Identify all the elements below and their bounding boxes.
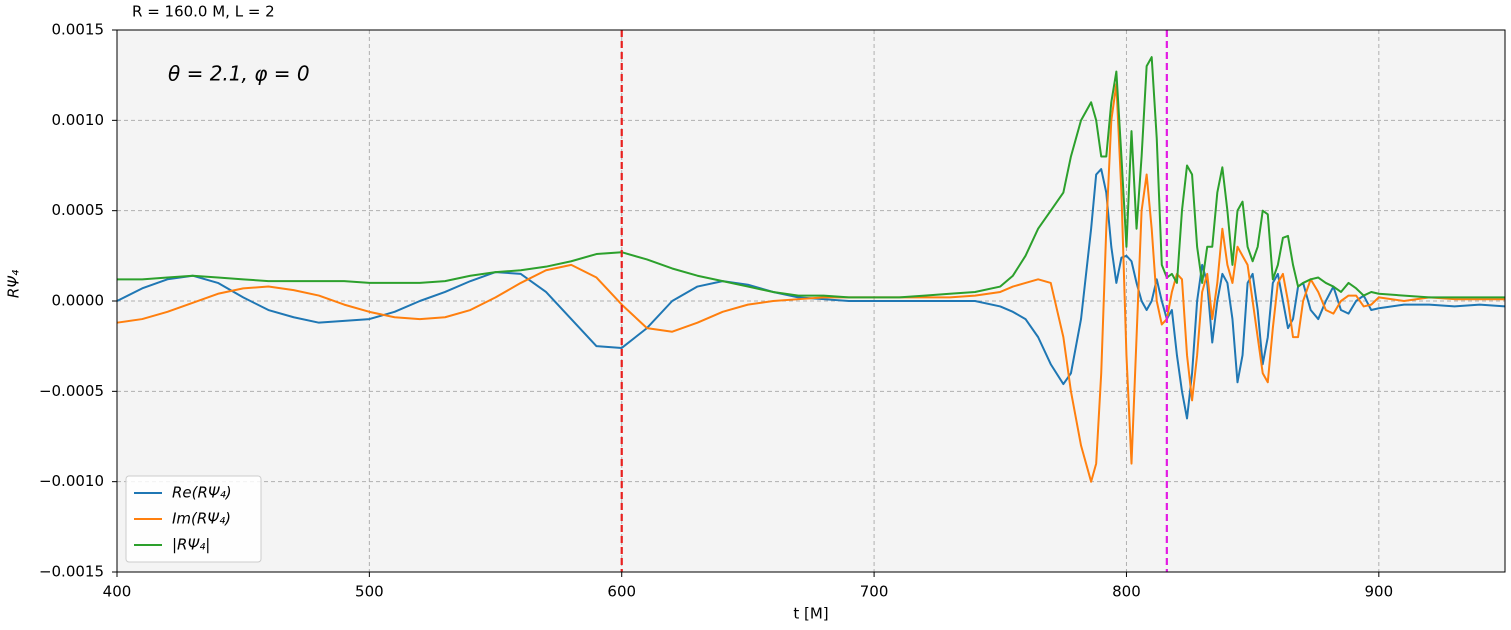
y-tick-label: 0.0005 (52, 201, 105, 219)
legend: Re(RΨ₄) Im(RΨ₄) |RΨ₄| (125, 475, 262, 563)
x-tick-label: 700 (860, 583, 889, 601)
y-tick-label: −0.0015 (39, 563, 104, 581)
x-axis-label: t [M] (793, 605, 828, 623)
legend-label: |RΨ₄| (172, 536, 210, 554)
y-axis-label: RΨ₄ (5, 270, 23, 298)
legend-box (125, 475, 262, 563)
y-tick-label: 0.0010 (52, 111, 105, 129)
y-tick-label: −0.0010 (39, 472, 104, 490)
series-line (116, 168, 1506, 420)
plot-lines (116, 30, 1506, 572)
series-line (117, 56, 1505, 299)
x-tick-label: 500 (355, 583, 384, 601)
series-line (116, 83, 1505, 483)
annotation: θ = 2.1, φ = 0 (168, 62, 310, 86)
y-tick-label: 0.0000 (52, 292, 105, 310)
x-tick-label: 400 (103, 583, 132, 601)
x-tick-label: 800 (1112, 583, 1141, 601)
y-tick-label: −0.0005 (39, 382, 104, 400)
x-tick-label: 900 (1364, 583, 1393, 601)
x-tick-label: 600 (607, 583, 636, 601)
y-tick-label: 0.0015 (52, 21, 105, 39)
legend-label: Re(RΨ₄) (172, 484, 232, 502)
chart-title: R = 160.0 M, L = 2 (132, 3, 275, 21)
legend-label: Im(RΨ₄) (172, 510, 231, 528)
